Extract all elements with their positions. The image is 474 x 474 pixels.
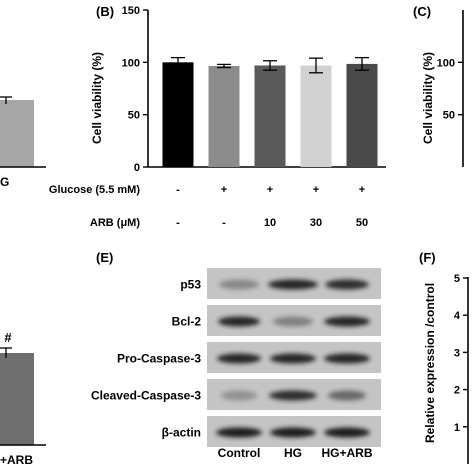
panel-e-letter: (E) (96, 250, 113, 265)
protein-label: Bcl-2 (172, 315, 202, 329)
blot-band (324, 353, 370, 364)
treatment-value: - (176, 184, 180, 196)
treatment-row-label: Glucose (5.5 mM) (49, 184, 140, 196)
y-tick-label: 1 (454, 422, 460, 434)
lane-label: HG+ARB (321, 446, 372, 460)
y-tick-label: 2 (454, 385, 460, 397)
panel-c-letter: (C) (413, 4, 431, 19)
y-tick-label: 100 (437, 57, 455, 69)
panel-f-y-ticks: 5 4 3 2 1 (454, 273, 468, 434)
panel-e: (E) p53 Bcl-2 Pro-Caspase-3 Cleaved-Caspase… (91, 250, 381, 460)
panel-c-y-axis-label: Cell viability (%) (421, 52, 435, 144)
blot-band (221, 390, 257, 401)
treatment-value: + (359, 184, 365, 196)
treatment-value: + (313, 184, 319, 196)
panel-d-partial: # +ARB (0, 330, 46, 467)
panel-f-y-axis-label: Relative expression /control (423, 283, 437, 443)
protein-label: Cleaved-Caspase-3 (91, 389, 201, 403)
panel-b-y-axis-label: Cell viability (%) (90, 52, 104, 144)
y-tick-label: 4 (454, 310, 461, 322)
panel-c-y-ticks: 100 50 (437, 57, 463, 122)
panel-f-letter: (F) (419, 250, 436, 265)
y-tick-label: 100 (122, 57, 140, 69)
panel-b-y-axis: 0 50 100 150 (122, 5, 386, 174)
y-tick-label: 3 (454, 347, 460, 359)
blot-band (269, 390, 317, 401)
western-blot: p53 Bcl-2 Pro-Caspase-3 Cleaved-Caspase-3 β-… (91, 268, 381, 460)
treatment-value: 50 (356, 217, 368, 229)
panel-b-letter: (B) (96, 4, 114, 19)
y-tick-label: 50 (443, 110, 455, 122)
blot-band (270, 427, 316, 438)
protein-label: Pro-Caspase-3 (117, 352, 201, 366)
panel-d-significance-mark: # (4, 330, 12, 345)
blot-band (270, 353, 316, 364)
treatment-row-label: ARB (μM) (90, 217, 140, 229)
panel-a-partial: G (0, 96, 46, 189)
blot-band (328, 390, 366, 401)
blot-band (219, 279, 259, 290)
panel-c-partial: (C) Cell viability (%) 100 50 (413, 4, 464, 167)
y-tick-label: 0 (134, 162, 140, 174)
treatment-value: + (267, 184, 273, 196)
treatment-value: - (176, 217, 180, 229)
bar (346, 63, 378, 167)
protein-label: β-actin (162, 426, 201, 440)
bar (208, 65, 240, 167)
panel-b-treatment-rows: Glucose (5.5 mM) - + + + + ARB (μM) - - 10 30 50 (49, 184, 368, 229)
lane-label: HG (284, 446, 302, 460)
y-tick-label: 150 (122, 5, 140, 17)
blot-band (324, 427, 370, 438)
protein-label: p53 (180, 278, 201, 292)
treatment-value: - (222, 217, 226, 229)
panel-b-bars (162, 56, 378, 168)
blot-band (218, 316, 260, 327)
panel-a-bar (0, 100, 34, 167)
treatment-value: 10 (264, 217, 276, 229)
blot-band (268, 279, 318, 290)
blot-band (324, 316, 370, 327)
panel-b: (B) Cell viability (%) 0 50 100 150 Glucose… (49, 4, 386, 229)
bar (162, 62, 194, 168)
bar (254, 65, 286, 167)
blot-band (217, 353, 261, 364)
y-tick-label: 50 (128, 110, 140, 122)
y-tick-label: 5 (454, 273, 460, 285)
panel-d-bar (0, 353, 34, 445)
panel-a-tick-label: G (0, 175, 9, 189)
blot-band (273, 316, 313, 327)
treatment-value: 30 (310, 217, 322, 229)
lane-label: Control (218, 446, 261, 460)
treatment-value: + (221, 184, 227, 196)
panel-d-x-label: +ARB (0, 453, 33, 467)
blot-band (216, 427, 262, 438)
panel-f-partial: (F) Relative expression /control 5 4 3 2 1 (419, 250, 469, 464)
blot-band (325, 279, 369, 290)
bar (300, 65, 332, 167)
